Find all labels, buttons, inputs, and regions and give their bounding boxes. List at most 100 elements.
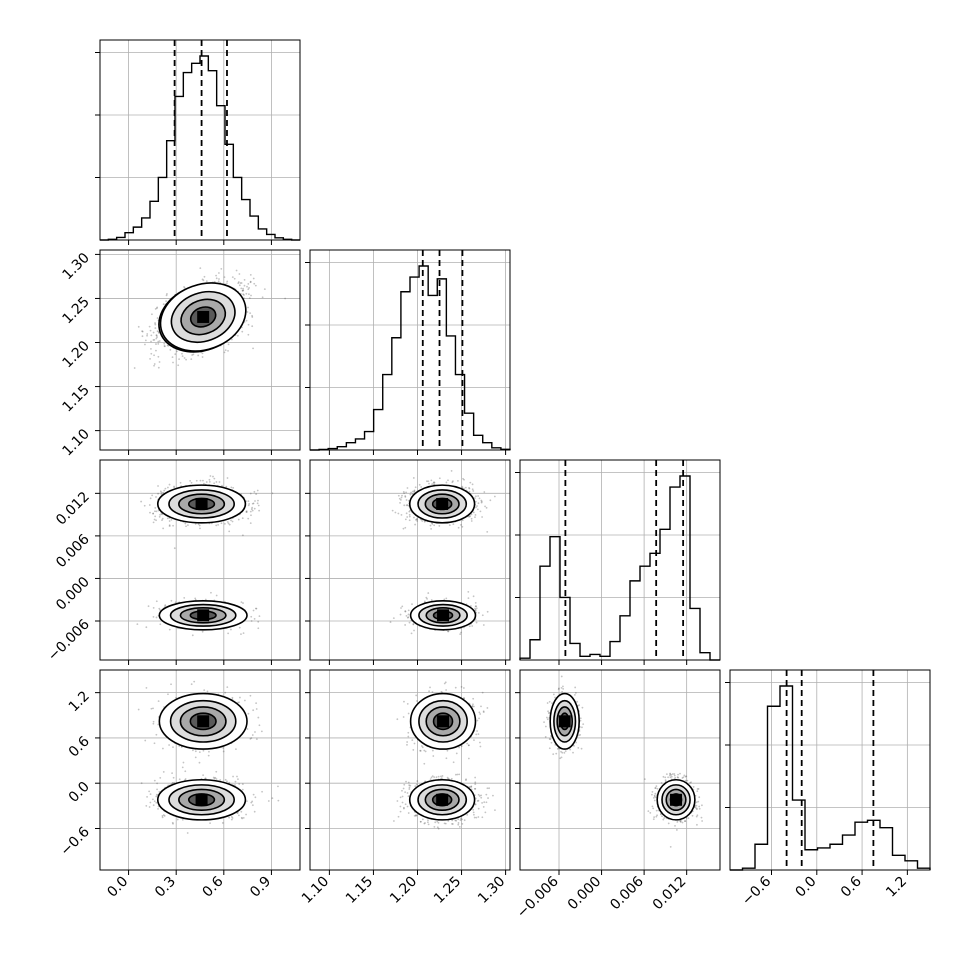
scatter-point	[410, 491, 412, 494]
scatter-point	[141, 330, 144, 333]
scatter-point	[452, 480, 454, 483]
scatter-point	[162, 303, 165, 306]
scatter-point	[152, 331, 155, 334]
scatter-point	[178, 358, 180, 361]
scatter-point	[247, 333, 250, 336]
scatter-point	[222, 750, 225, 753]
scatter-point	[152, 804, 155, 807]
scatter-point	[199, 479, 202, 482]
scatter-point	[242, 816, 245, 819]
scatter-point	[404, 526, 407, 529]
scatter-point	[252, 277, 255, 280]
scatter-point	[152, 615, 155, 618]
scatter-point	[252, 793, 255, 796]
scatter-point	[258, 724, 261, 727]
scatter-point	[238, 814, 240, 817]
scatter-point	[220, 522, 223, 525]
scatter-point	[447, 630, 450, 633]
scatter-point	[168, 628, 171, 631]
scatter-point	[438, 477, 441, 480]
scatter-point	[202, 774, 205, 777]
histogram-step	[310, 265, 511, 451]
scatter-point	[183, 596, 186, 599]
scatter-point	[467, 597, 470, 599]
y-tick-label: 1.25	[59, 294, 92, 327]
scatter-point	[408, 621, 411, 624]
scatter-point	[181, 355, 184, 358]
scatter-point	[148, 504, 151, 506]
scatter-point	[202, 479, 204, 482]
scatter-point	[167, 693, 169, 696]
panel-2d-3-0: 0.0 0.3 0.6 0.9−0.60.00.61.2	[57, 669, 301, 901]
scatter-point	[155, 496, 157, 498]
scatter-point	[426, 598, 428, 600]
scatter-point	[485, 506, 488, 509]
scatter-point	[154, 308, 157, 310]
scatter-point	[241, 289, 244, 292]
scatter-point	[413, 490, 416, 493]
scatter-point	[218, 481, 221, 483]
scatter-point	[146, 796, 148, 798]
scatter-point	[136, 623, 139, 626]
scatter-point	[267, 800, 270, 802]
scatter-point	[251, 804, 254, 807]
scatter-point	[157, 343, 160, 345]
scatter-point	[209, 475, 212, 477]
scatter-point	[133, 367, 136, 369]
scatter-point	[420, 486, 423, 488]
panel-content	[100, 250, 300, 450]
scatter-point	[144, 739, 147, 742]
scatter-point	[215, 277, 218, 280]
scatter-point	[147, 605, 150, 608]
scatter-point	[205, 280, 208, 282]
scatter-point	[208, 478, 211, 481]
scatter-point	[242, 289, 244, 292]
scatter-point	[391, 509, 394, 512]
scatter-point	[191, 354, 194, 356]
scatter-point	[415, 518, 418, 520]
scatter-point	[155, 334, 158, 337]
scatter-point	[242, 632, 245, 635]
scatter-point	[448, 524, 451, 527]
scatter-point	[250, 615, 253, 618]
scatter-point	[413, 491, 416, 494]
scatter-point	[475, 605, 478, 608]
scatter-point	[433, 524, 436, 527]
y-tick-label: 1.30	[59, 250, 92, 283]
scatter-point	[177, 364, 180, 367]
scatter-point	[157, 492, 159, 495]
scatter-point	[148, 325, 151, 328]
density-peak	[197, 609, 210, 622]
scatter-point	[392, 617, 395, 619]
scatter-point	[203, 482, 205, 485]
scatter-point	[185, 358, 187, 361]
y-tick-label: 1.15	[59, 382, 92, 415]
scatter-point	[201, 352, 204, 355]
scatter-point	[406, 487, 409, 489]
scatter-point	[157, 340, 160, 343]
scatter-point	[430, 528, 433, 530]
scatter-point	[231, 520, 234, 523]
scatter-point	[243, 278, 246, 281]
scatter-point	[431, 483, 434, 486]
y-tick-label: 1.20	[59, 338, 92, 371]
scatter-point	[413, 629, 415, 632]
scatter-point	[150, 352, 153, 355]
scatter-point	[389, 621, 392, 623]
scatter-point	[230, 818, 233, 821]
scatter-point	[248, 287, 250, 289]
scatter-point	[220, 267, 223, 270]
scatter-point	[202, 749, 205, 752]
scatter-point	[154, 327, 157, 329]
scatter-point	[212, 475, 214, 478]
scatter-point	[245, 511, 248, 514]
scatter-point	[170, 599, 173, 602]
scatter-point	[162, 491, 165, 494]
y-tick-label: 0.000	[53, 574, 93, 614]
scatter-point	[253, 617, 256, 620]
scatter-point	[247, 288, 250, 291]
scatter-point	[168, 524, 171, 527]
panel-hist-2	[515, 459, 721, 665]
histogram-step	[100, 55, 300, 241]
scatter-point	[251, 506, 254, 509]
